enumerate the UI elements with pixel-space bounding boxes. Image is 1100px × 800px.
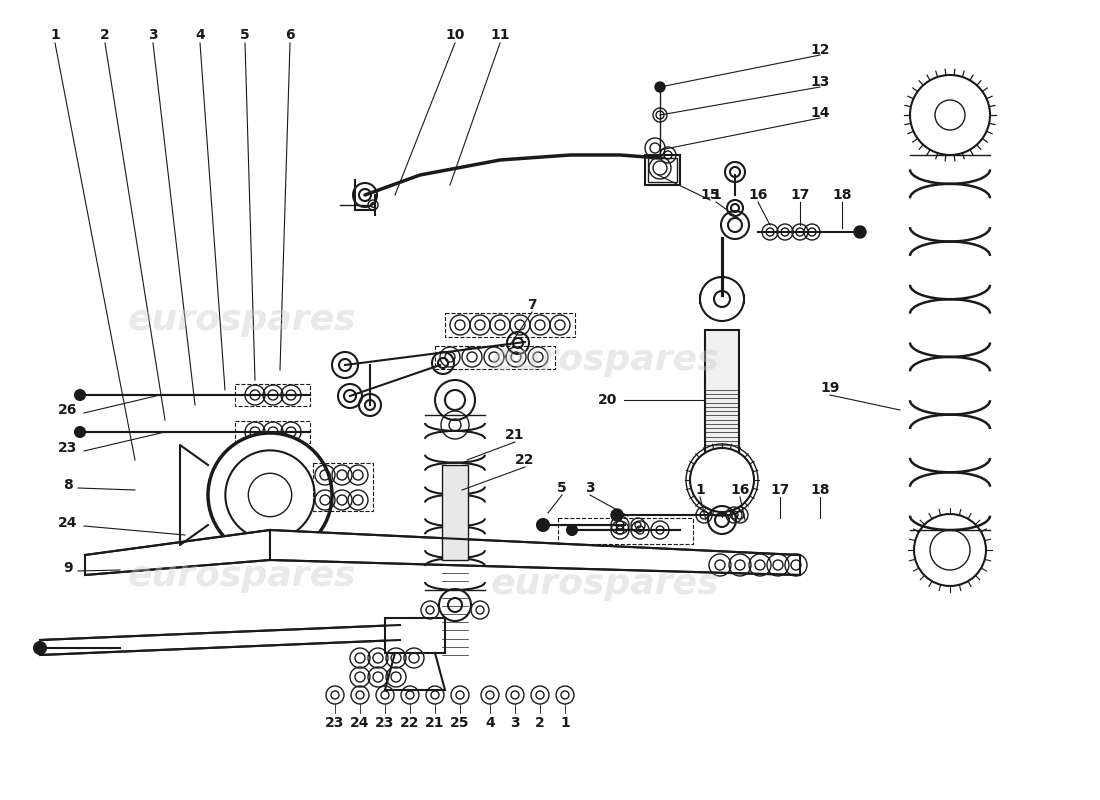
Text: 1: 1 bbox=[560, 716, 570, 730]
Text: eurospares: eurospares bbox=[128, 303, 356, 337]
Text: 22: 22 bbox=[400, 716, 420, 730]
Circle shape bbox=[854, 226, 866, 238]
Text: 21: 21 bbox=[505, 428, 525, 442]
Text: eurospares: eurospares bbox=[128, 559, 356, 593]
Text: 3: 3 bbox=[510, 716, 520, 730]
Circle shape bbox=[75, 427, 85, 437]
Circle shape bbox=[700, 277, 744, 321]
Polygon shape bbox=[85, 530, 270, 575]
Bar bbox=[385, 618, 446, 653]
Bar bbox=[648, 158, 676, 182]
Text: 7: 7 bbox=[527, 298, 537, 312]
Text: 1: 1 bbox=[711, 188, 720, 202]
Text: 14: 14 bbox=[811, 106, 829, 120]
Circle shape bbox=[566, 525, 578, 535]
Text: 4: 4 bbox=[485, 716, 495, 730]
Circle shape bbox=[610, 509, 623, 521]
Text: 24: 24 bbox=[58, 516, 78, 530]
Text: 1: 1 bbox=[51, 28, 59, 42]
Text: 11: 11 bbox=[491, 28, 509, 42]
Bar bbox=[705, 330, 739, 465]
Bar bbox=[558, 518, 693, 544]
Text: 3: 3 bbox=[585, 481, 595, 495]
Text: 17: 17 bbox=[790, 188, 810, 202]
Polygon shape bbox=[270, 530, 800, 575]
Text: 13: 13 bbox=[811, 75, 829, 89]
Text: 2: 2 bbox=[535, 716, 544, 730]
Circle shape bbox=[714, 291, 730, 307]
Text: 25: 25 bbox=[450, 716, 470, 730]
Text: 4: 4 bbox=[195, 28, 205, 42]
Text: 8: 8 bbox=[63, 478, 73, 492]
Text: 6: 6 bbox=[285, 28, 295, 42]
Text: 9: 9 bbox=[63, 561, 73, 575]
Text: eurospares: eurospares bbox=[491, 343, 719, 377]
Circle shape bbox=[208, 433, 332, 557]
Text: 24: 24 bbox=[350, 716, 370, 730]
Bar bbox=[235, 421, 310, 443]
Text: 23: 23 bbox=[326, 716, 344, 730]
Text: 18: 18 bbox=[833, 188, 851, 202]
Bar bbox=[442, 465, 468, 560]
Bar bbox=[314, 463, 373, 511]
Text: 18: 18 bbox=[811, 483, 829, 497]
Text: 10: 10 bbox=[446, 28, 464, 42]
Text: 17: 17 bbox=[770, 483, 790, 497]
Text: 23: 23 bbox=[58, 441, 78, 455]
Text: 12: 12 bbox=[811, 43, 829, 57]
Bar bbox=[235, 384, 310, 406]
Text: 20: 20 bbox=[598, 393, 618, 407]
Bar bbox=[645, 155, 680, 185]
Bar bbox=[434, 346, 556, 369]
Text: 16: 16 bbox=[748, 188, 768, 202]
Text: 22: 22 bbox=[515, 453, 535, 467]
Text: 1: 1 bbox=[695, 483, 705, 497]
Polygon shape bbox=[40, 625, 400, 655]
Text: 21: 21 bbox=[426, 716, 444, 730]
Text: 16: 16 bbox=[730, 483, 750, 497]
Text: 19: 19 bbox=[821, 381, 839, 395]
Text: 23: 23 bbox=[375, 716, 395, 730]
Text: 15: 15 bbox=[701, 188, 719, 202]
Circle shape bbox=[654, 82, 666, 92]
Circle shape bbox=[249, 474, 292, 517]
Circle shape bbox=[537, 519, 549, 531]
Text: eurospares: eurospares bbox=[491, 567, 719, 601]
Circle shape bbox=[690, 448, 754, 512]
Bar bbox=[700, 295, 744, 303]
Text: 5: 5 bbox=[557, 481, 566, 495]
Circle shape bbox=[34, 642, 46, 654]
Circle shape bbox=[226, 450, 315, 540]
Bar bbox=[446, 313, 575, 337]
Text: 5: 5 bbox=[240, 28, 250, 42]
Text: 3: 3 bbox=[148, 28, 157, 42]
Text: 2: 2 bbox=[100, 28, 110, 42]
Circle shape bbox=[75, 390, 85, 400]
Text: 26: 26 bbox=[58, 403, 78, 417]
